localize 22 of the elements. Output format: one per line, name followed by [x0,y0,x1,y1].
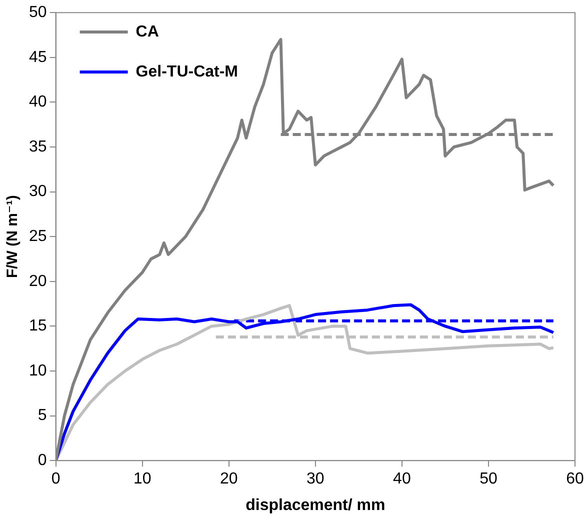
legend-label: CA [136,23,160,40]
x-axis-title: displacement/ mm [246,496,386,514]
legend-label: Gel-TU-Cat-M [136,63,238,80]
y-axis-title: F/W (N m⁻¹) [4,195,22,278]
x-tick-label: 20 [220,470,238,488]
y-tick-label: 30 [29,183,47,200]
y-tick-label: 5 [38,407,47,424]
x-tick-label: 60 [566,470,584,488]
x-tick-label: 50 [480,470,498,488]
x-tick-label: 10 [133,470,152,488]
y-tick-label: 25 [29,228,47,246]
x-tick-label: 40 [393,470,411,488]
y-tick-label: 20 [29,272,47,290]
y-tick-label: 45 [29,48,47,66]
x-tick-label: 0 [51,470,60,488]
y-tick-label: 15 [29,318,47,335]
y-tick-label: 10 [29,362,47,380]
y-tick-label: 50 [29,4,47,22]
y-tick-label: 35 [29,138,47,156]
y-tick-label: 40 [29,94,47,111]
x-tick-label: 30 [306,470,324,488]
y-tick-label: 0 [38,452,47,470]
